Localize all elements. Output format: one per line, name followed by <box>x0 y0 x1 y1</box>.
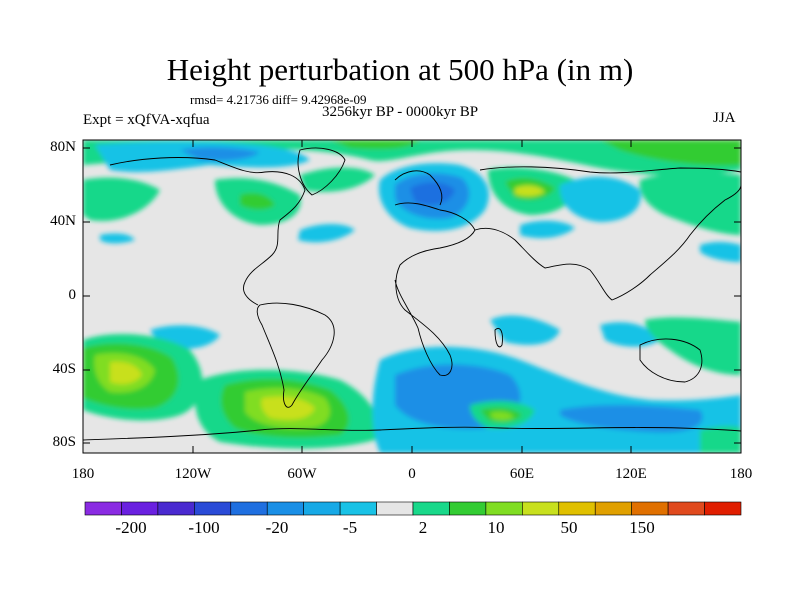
lon-label-180w: 180 <box>71 466 95 482</box>
coastlines <box>83 147 741 441</box>
colorbar-swatch <box>84 501 122 516</box>
colorbar-swatch <box>631 501 669 516</box>
colorbar-label: 10 <box>487 518 505 537</box>
colorbar-swatch <box>449 501 487 516</box>
lon-label-60w: 60W <box>287 466 317 482</box>
season-label: JJA <box>713 110 736 126</box>
colorbar <box>84 501 742 516</box>
colorbar-label: -20 <box>265 518 289 537</box>
period-text: 3256kyr BP - 0000kyr BP <box>322 104 479 120</box>
lon-label-120w: 120W <box>174 466 212 482</box>
colorbar-label: -100 <box>188 518 220 537</box>
lat-label-0: 0 <box>68 287 77 303</box>
colorbar-label: 150 <box>629 518 655 537</box>
colorbar-label: 50 <box>560 518 578 537</box>
colorbar-swatch <box>594 501 632 516</box>
lat-label-80n: 80N <box>50 139 76 155</box>
colorbar-swatch <box>485 501 523 516</box>
lon-label-60e: 60E <box>509 466 535 482</box>
lon-label-120e: 120E <box>615 466 647 482</box>
map-title: Height perturbation at 500 hPa (in m) <box>166 52 634 87</box>
colorbar-label: -5 <box>342 518 358 537</box>
colorbar-label: -200 <box>115 518 147 537</box>
lon-label-0: 0 <box>408 466 416 482</box>
colorbar-swatch <box>157 501 195 516</box>
colorbar-swatch <box>194 501 232 516</box>
latitude-ticks <box>83 147 741 444</box>
colorbar-swatch <box>412 501 450 516</box>
colorbar-swatch <box>121 501 159 516</box>
colorbar-swatch <box>376 501 414 516</box>
colorbar-swatch <box>339 501 377 516</box>
lat-label-80s: 80S <box>52 434 76 450</box>
statistics-text: rmsd= 4.21736 diff= 9.42968e-09 <box>190 92 367 107</box>
colorbar-swatch <box>667 501 705 516</box>
colorbar-swatch <box>558 501 596 516</box>
longitude-ticks <box>82 140 742 453</box>
experiment-label: Expt = xQfVA-xqfua <box>83 112 210 128</box>
colorbar-label: 2 <box>418 518 428 537</box>
contour-fill <box>83 140 741 453</box>
colorbar-swatch <box>266 501 304 516</box>
colorbar-swatch <box>704 501 742 516</box>
colorbar-swatch <box>230 501 268 516</box>
lon-label-180e: 180 <box>729 466 753 482</box>
lat-label-40n: 40N <box>50 213 76 229</box>
lat-label-40s: 40S <box>52 361 76 377</box>
colorbar-swatch <box>303 501 341 516</box>
colorbar-swatch <box>522 501 560 516</box>
